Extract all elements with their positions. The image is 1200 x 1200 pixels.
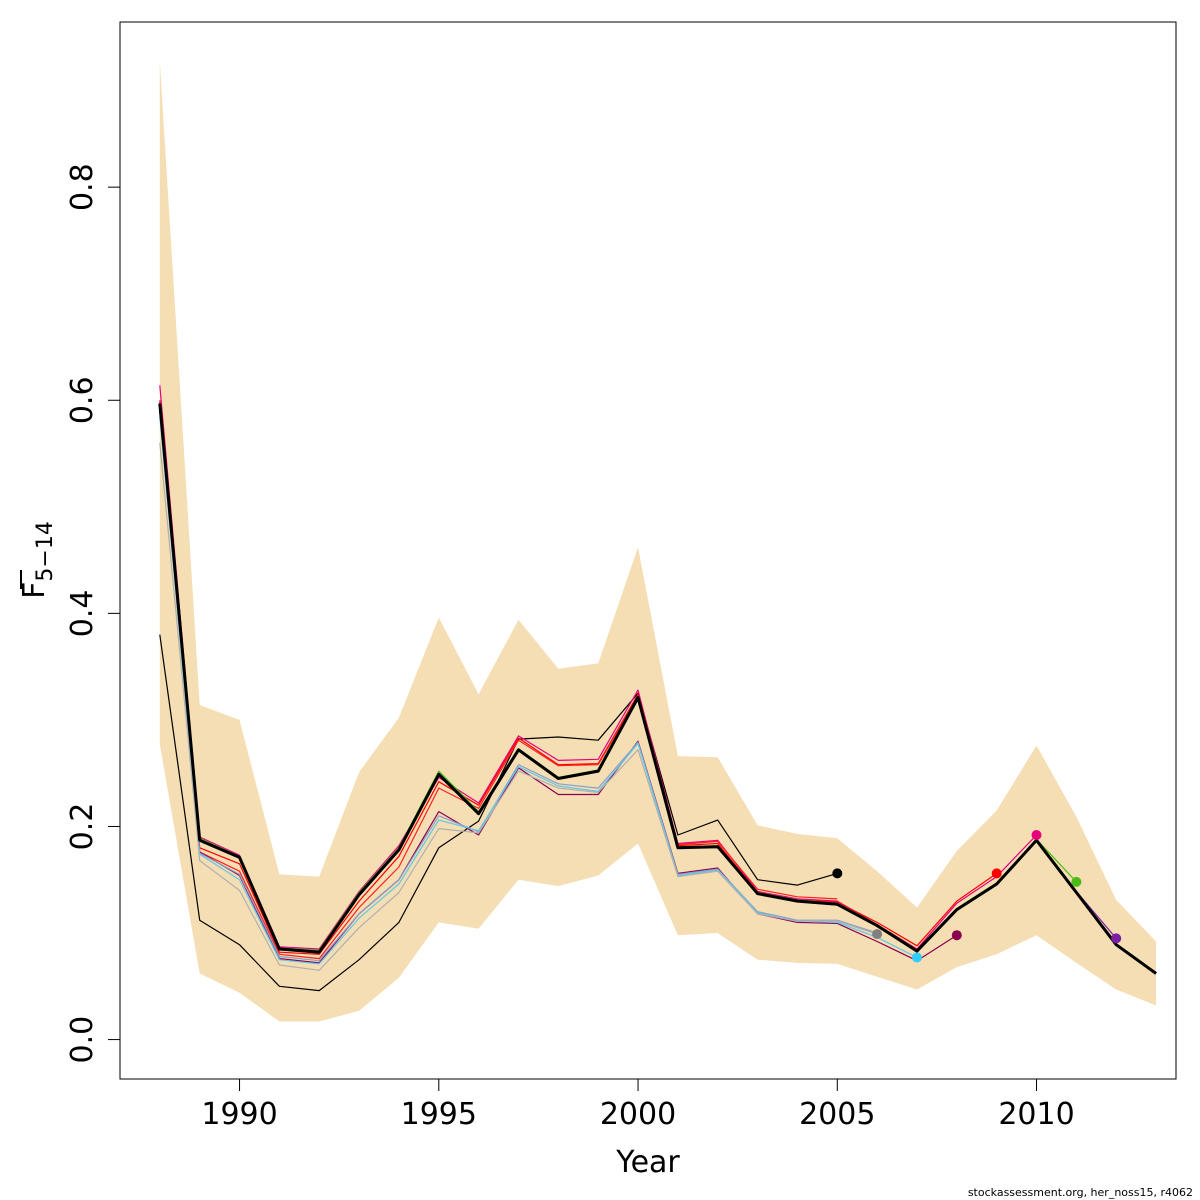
series-line-0 <box>158 403 1157 975</box>
x-tick-label-2005: 2005 <box>799 1097 875 1132</box>
y-tick-label-1: 0.2 <box>65 803 100 851</box>
y-tick-label-0: 0.0 <box>65 1016 100 1064</box>
endpoint-marker-2007 <box>912 952 922 963</box>
endpoint-marker-2006 <box>872 929 883 940</box>
y-tick-text-2: 0.4 <box>65 590 100 638</box>
x-tick-label-1995: 1995 <box>401 1097 477 1132</box>
y-tick-text-3: 0.6 <box>65 376 100 424</box>
endpoint-marker-2009 <box>991 868 1002 879</box>
series-line-4 <box>159 410 838 960</box>
x-tick-label-2000: 2000 <box>600 1097 676 1132</box>
plot-frame <box>119 21 1177 1080</box>
endpoint-marker-2005 <box>832 868 843 879</box>
y-tick-text-1: 0.2 <box>65 803 100 851</box>
endpoint-marker-2011 <box>1071 876 1082 887</box>
endpoint-marker-2008 <box>951 930 962 941</box>
series-line-10 <box>159 442 878 971</box>
x-tick-label-2010: 2010 <box>998 1097 1074 1132</box>
x-tick-label-1990: 1990 <box>201 1097 277 1132</box>
x-axis: 1990 1995 2000 2005 2010 <box>201 1079 1075 1132</box>
y-axis-title-main: F <box>17 582 52 599</box>
y-axis: 0.0 0.2 0.4 0.6 0.8 <box>65 163 120 1063</box>
endpoint-layer <box>832 830 1122 963</box>
y-tick-label-2: 0.4 <box>65 590 100 638</box>
x-axis-title: Year <box>615 1145 680 1180</box>
confidence-band <box>159 61 1157 1022</box>
y-tick-text-4: 0.8 <box>65 163 100 211</box>
endpoint-marker-2012 <box>1111 933 1122 944</box>
confidence-band-layer <box>159 61 1157 1022</box>
y-tick-text-0: 0.0 <box>65 1016 100 1064</box>
y-tick-label-4: 0.8 <box>65 163 100 211</box>
series-layer <box>158 385 1157 992</box>
svg-text:F5−14: F5−14 <box>17 521 58 599</box>
y-axis-title: F5−14 <box>17 521 58 599</box>
series-line-8 <box>159 412 878 962</box>
y-axis-title-subscript: 5−14 <box>33 521 58 581</box>
series-line-7 <box>159 410 958 964</box>
credit-text: stockassessment.org, her_noss15, r4062 <box>968 1186 1193 1199</box>
y-tick-label-3: 0.6 <box>65 376 100 424</box>
series-line-3 <box>159 400 998 955</box>
endpoint-marker-2010 <box>1031 830 1042 840</box>
